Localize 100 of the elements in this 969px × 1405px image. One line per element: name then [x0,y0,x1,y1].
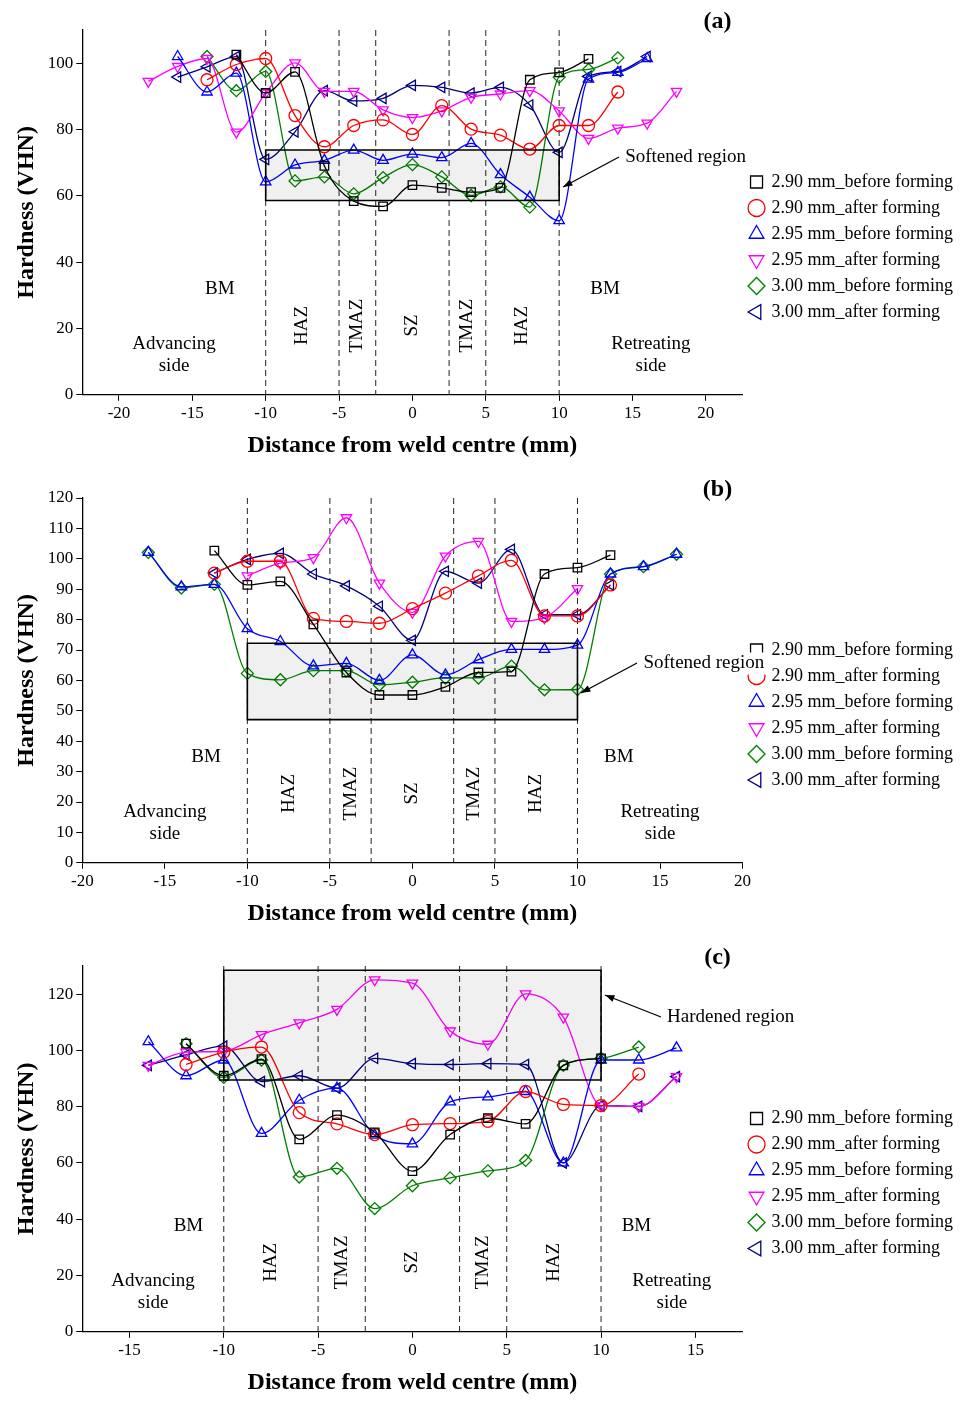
y-tick-label: 20 [56,791,74,811]
x-tick-label: -15 [181,403,204,423]
point [274,559,287,570]
point [306,611,321,626]
point [289,158,301,169]
y-tick-label: 120 [47,487,74,507]
y-tick-label: 100 [47,1039,74,1059]
x-axis-title: Distance from weld centre (mm) [247,1367,578,1394]
point [332,1110,342,1121]
point [217,1070,231,1085]
annotation: Advancing side [123,799,208,843]
point [407,180,418,191]
legend-label: 3.00 mm_after forming [771,300,941,321]
point [339,614,354,629]
y-tick-label: 0 [64,1321,74,1341]
legend-label: 2.90 mm_before forming [771,1107,954,1128]
point [376,113,390,127]
point [539,569,550,579]
x-tick-label: -20 [107,403,131,423]
legend-label: 2.95 mm_after forming [771,1185,941,1206]
annotation: BM [621,1213,652,1235]
point [347,118,361,133]
point [174,581,188,595]
point [571,638,584,649]
x-tick-label: -10 [212,1340,236,1360]
point [293,1019,306,1030]
point [230,66,243,77]
legend-label: 2.90 mm_after forming [771,664,941,685]
point [229,57,244,72]
annotation: BM [173,1213,204,1235]
point [519,990,532,1001]
point [493,128,508,142]
point [571,584,584,596]
point [443,1171,457,1185]
point [504,543,516,556]
point [523,142,537,156]
point [292,1105,306,1120]
point [494,90,507,101]
point [440,681,451,692]
point [241,622,254,633]
legend-label: 2.90 mm_after forming [771,196,941,217]
annotation: HAZ [290,305,312,346]
annotation: BM [590,276,620,298]
point [405,157,420,172]
annotation: BM [205,276,235,298]
point [481,1164,495,1178]
point [171,62,184,74]
point [443,1058,454,1071]
point [443,1116,457,1131]
x-axis-title: Distance from weld centre (mm) [247,430,578,457]
y-tick-label: 100 [47,548,74,568]
point [274,634,287,646]
point [435,170,449,184]
point [376,92,387,105]
point [171,71,182,83]
point [179,1057,193,1072]
point [670,87,683,98]
point [347,95,358,107]
point [406,1137,419,1148]
y-tick-label: 30 [56,761,74,781]
point [368,1201,382,1216]
point [435,107,448,118]
point [406,648,419,659]
point [473,667,484,678]
annotation: SZ [400,782,422,805]
x-tick-label: 15 [624,403,641,423]
y-tick-label: 20 [56,317,74,337]
point [259,153,270,166]
point [505,642,518,654]
point [242,580,253,590]
point [435,98,449,113]
point [142,1035,155,1046]
x-tick-label: -5 [331,403,347,423]
point [611,85,625,99]
y-tick-label: 40 [56,1208,74,1228]
point [435,151,448,162]
legend-label: 3.00 mm_before forming [771,742,954,763]
annotation: HAZ [276,773,298,814]
point [523,200,537,214]
point [372,616,387,630]
point [339,580,351,592]
point [142,77,155,89]
annotation: TMAZ [338,766,360,821]
point [180,1069,192,1080]
point [405,1179,420,1193]
x-tick-label: 10 [592,1340,610,1360]
x-axis-title: Distance from weld centre (mm) [247,898,578,925]
x-tick-label: -5 [322,871,337,891]
y-tick-label: 10 [56,821,74,841]
point [288,108,302,123]
y-axis-title: Hardness (VHN) [11,126,38,299]
point [611,51,625,65]
point [471,569,486,583]
y-axis-title: Hardness (VHN) [11,1062,38,1236]
legend-label: 2.95 mm_before forming [771,690,954,711]
chart-title: (c) [704,943,731,969]
legend-label: 3.00 mm_after forming [771,768,941,789]
point [368,976,381,987]
annotation: TMAZ [455,298,477,353]
point [254,1040,269,1054]
